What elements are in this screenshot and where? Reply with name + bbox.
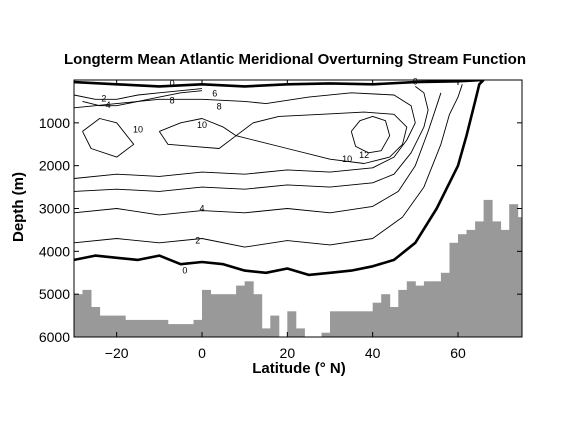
y-tick-label: 5000 [39,286,70,302]
bathymetry-bar [167,324,177,337]
x-tick-label: 40 [365,345,381,361]
bathymetry-layer [74,199,522,337]
bathymetry-bar [142,319,152,337]
contour-label: 10 [197,120,207,130]
y-tick-label: 1000 [39,115,70,131]
contour-line-0 [74,80,484,88]
x-tick-label: −20 [105,345,129,361]
bathymetry-bar [91,307,101,337]
bathymetry-bar [330,311,339,337]
bathymetry-bar [116,315,126,337]
bathymetry-bar [133,319,143,337]
chart-title: Longterm Mean Atlantic Meridional Overtu… [64,51,526,68]
contour-line-8 [74,92,416,179]
bathymetry-bar [347,311,357,337]
contour-label: 0 [170,78,175,88]
bathymetry-bar [458,234,467,337]
contour-label: 4 [106,100,111,110]
bathymetry-bar [176,324,186,337]
y-axis-label: Depth (m) [10,172,27,242]
bathymetry-bar [321,332,331,337]
contour-line-0 [74,80,485,277]
bathymetry-bar [432,281,442,337]
bathymetry-bar [270,315,280,337]
bathymetry-bar [338,311,348,337]
contour-label: 10 [342,154,352,164]
bathymetry-bar [202,289,211,337]
bathymetry-bar [193,319,203,337]
bathymetry-bar [210,294,220,337]
bathymetry-bar [483,199,493,337]
bathymetry-bar [500,229,510,337]
bathymetry-bar [406,281,416,337]
bathymetry-bar [415,285,425,337]
bathymetry-bar [108,315,118,337]
contour-line-10 [82,118,135,158]
bathymetry-bar [475,221,485,337]
y-tick-label: 4000 [39,243,70,259]
bathymetry-bar [150,319,160,337]
bathymetry-bar [440,272,450,337]
bathymetry-bar [364,311,374,337]
bathymetry-bar [372,302,382,337]
contour-label: 12 [359,150,369,160]
bathymetry-bar [423,281,433,337]
y-tick-label: 3000 [39,201,70,217]
contour-layer [74,80,485,277]
x-tick-label: 0 [198,345,206,361]
bathymetry-bar [355,311,365,337]
bathymetry-bar [287,311,297,337]
bathymetry-bar [449,242,459,337]
x-axis: −20 0 20 40 60 [105,80,466,361]
contour-label: 2 [101,93,106,103]
bathymetry-bar [492,221,502,337]
bathymetry-bar [253,294,263,337]
bathymetry-bar [125,319,135,337]
x-axis-label: Latitude (° N) [252,360,346,377]
bathymetry-bar [381,294,391,337]
contour-label: 0 [182,266,187,276]
bathymetry-bar [509,204,519,337]
contour-label: 8 [170,96,175,106]
contour-line-12 [350,115,391,154]
contour-label: 2 [195,236,200,246]
bathymetry-bar [184,324,194,337]
contour-label: 6 [212,89,217,99]
bathymetry-bar [517,217,522,337]
bathymetry-bar [219,294,229,337]
contour-label: 8 [217,102,222,112]
bathymetry-bar [466,229,476,337]
bathymetry-bar [261,328,271,337]
x-tick-label: 60 [450,345,466,361]
bathymetry-bar [227,294,237,337]
contour-label: 10 [133,124,143,134]
contour-label: 0 [413,76,418,86]
y-tick-label: 2000 [39,158,70,174]
y-tick-label: 6000 [39,329,70,345]
contour-line-2 [74,88,203,100]
x-tick-label: 20 [280,345,296,361]
contour-label: 4 [199,204,204,214]
bathymetry-bar [236,285,246,337]
bathymetry-bar [74,294,83,337]
bathymetry-bar [295,328,305,337]
bathymetry-bar [99,315,109,337]
contour-line-10 [158,111,408,164]
bathymetry-bar [389,307,399,337]
bathymetry-bar [398,289,408,337]
contour-line-6 [74,86,429,192]
bathymetry-bar [159,319,169,337]
contour-line-4 [74,92,442,216]
bathymetry-bar [244,281,254,337]
y-axis: 1000 2000 3000 4000 5000 6000 [39,115,522,345]
contour-line-2 [74,84,463,248]
bathymetry-bar [82,289,92,337]
